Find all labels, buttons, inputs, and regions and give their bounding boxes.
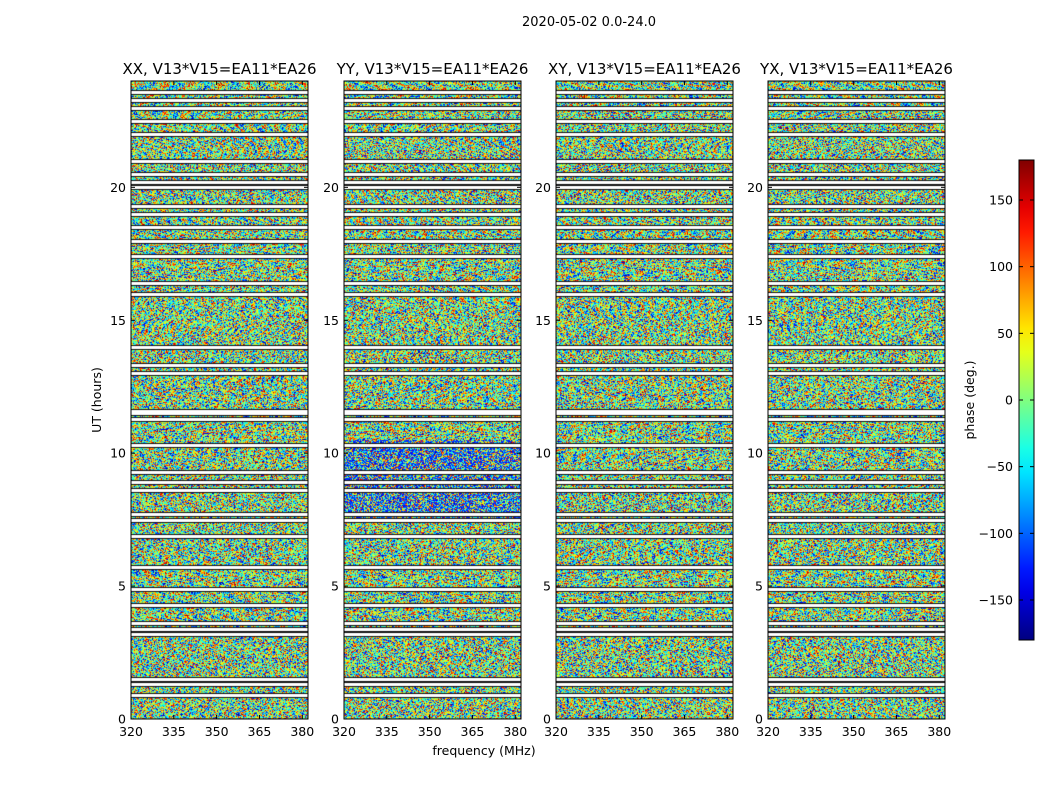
x-tick-label: 350 xyxy=(418,724,442,739)
phase-heatmap xyxy=(344,81,521,719)
colorbar-tick-label: 50 xyxy=(997,326,1013,341)
y-tick-label: 20 xyxy=(110,180,126,195)
y-tick-label: 0 xyxy=(543,712,551,727)
y-tick-label: 15 xyxy=(535,313,551,328)
panel-title: YX, V13*V15=EA11*EA26 xyxy=(759,60,953,78)
y-tick-label: 15 xyxy=(323,313,339,328)
y-tick-label: 0 xyxy=(331,712,339,727)
panel-frame xyxy=(767,80,946,720)
y-axis-label: UT (hours) xyxy=(89,367,104,433)
panel-title: YY, V13*V15=EA11*EA26 xyxy=(336,60,529,78)
phase-heatmap xyxy=(556,81,733,719)
y-tick-label: 15 xyxy=(110,313,126,328)
y-tick-label: 0 xyxy=(118,712,126,727)
x-tick-label: 320 xyxy=(119,724,143,739)
x-tick-label: 335 xyxy=(375,724,399,739)
panel: YY, V13*V15=EA11*EA26 320 335 350 365 380 0 5 10… xyxy=(323,60,528,739)
panel: XX, V13*V15=EA11*EA26 320 335 350 365 380 0 5 10… xyxy=(110,60,316,739)
y-tick-label: 20 xyxy=(323,180,339,195)
panel: XY, V13*V15=EA11*EA26 320 335 350 365 380 0 5 10… xyxy=(535,60,741,739)
x-tick-label: 380 xyxy=(290,724,314,739)
x-tick-label: 335 xyxy=(799,724,823,739)
phase-heatmap xyxy=(768,81,945,719)
y-tick-label: 20 xyxy=(535,180,551,195)
x-tick-label: 365 xyxy=(673,724,697,739)
x-tick-label: 365 xyxy=(248,724,272,739)
panel-frame xyxy=(555,80,734,720)
colorbar-label: phase (deg.) xyxy=(962,361,977,440)
x-tick-label: 320 xyxy=(332,724,356,739)
colorbar-tick-label: 150 xyxy=(989,193,1013,208)
y-tick-label: 10 xyxy=(747,446,763,461)
panel-frame xyxy=(130,80,309,720)
colorbar-tick-label: 0 xyxy=(1005,393,1013,408)
panel-title: XY, V13*V15=EA11*EA26 xyxy=(548,60,741,78)
x-tick-label: 350 xyxy=(842,724,866,739)
y-tick-label: 5 xyxy=(118,579,126,594)
y-tick-label: 10 xyxy=(110,446,126,461)
x-axis-label: frequency (MHz) xyxy=(432,743,535,758)
x-tick-label: 350 xyxy=(630,724,654,739)
x-tick-label: 380 xyxy=(503,724,527,739)
y-tick-label: 15 xyxy=(747,313,763,328)
y-tick-label: 5 xyxy=(331,579,339,594)
panel-frame xyxy=(343,80,522,720)
x-tick-label: 335 xyxy=(162,724,186,739)
panels: XX, V13*V15=EA11*EA26 320 335 350 365 380 0 5 10… xyxy=(110,60,953,739)
x-tick-label: 320 xyxy=(756,724,780,739)
panel: YX, V13*V15=EA11*EA26 320 335 350 365 380 0 5 10… xyxy=(747,60,953,739)
y-tick-label: 0 xyxy=(755,712,763,727)
figure-suptitle: 2020-05-02 0.0-24.0 xyxy=(522,15,656,30)
x-tick-label: 320 xyxy=(544,724,568,739)
colorbar-tick-label: 100 xyxy=(989,259,1013,274)
y-tick-label: 5 xyxy=(755,579,763,594)
x-tick-label: 380 xyxy=(715,724,739,739)
x-tick-label: 365 xyxy=(461,724,485,739)
colorbar-tick-label: −50 xyxy=(987,459,1013,474)
y-tick-label: 20 xyxy=(747,180,763,195)
y-tick-label: 5 xyxy=(543,579,551,594)
y-tick-label: 10 xyxy=(535,446,551,461)
x-tick-label: 365 xyxy=(885,724,909,739)
y-tick-label: 10 xyxy=(323,446,339,461)
panel-title: XX, V13*V15=EA11*EA26 xyxy=(122,60,316,78)
colorbar: 150 100 50 0 −50 −100 −150 xyxy=(979,159,1035,641)
colorbar-tick-label: −100 xyxy=(979,526,1013,541)
x-tick-label: 350 xyxy=(205,724,229,739)
x-tick-label: 335 xyxy=(587,724,611,739)
x-tick-label: 380 xyxy=(927,724,951,739)
phase-heatmap xyxy=(131,81,308,719)
colorbar-tick-label: −150 xyxy=(979,593,1013,608)
